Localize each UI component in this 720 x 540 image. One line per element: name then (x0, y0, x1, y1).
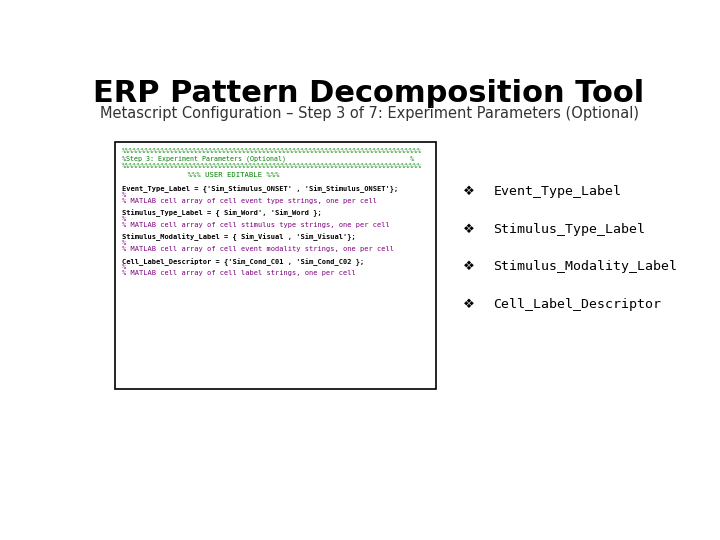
Text: Stimulus_Modality_Label = { Sim_Visual , 'Sim_Visual'};: Stimulus_Modality_Label = { Sim_Visual ,… (122, 234, 356, 241)
Text: % MATLAB cell array of cell event modality strings, one per cell: % MATLAB cell array of cell event modali… (122, 246, 395, 252)
FancyBboxPatch shape (115, 141, 436, 389)
Text: Metascript Configuration – Step 3 of 7: Experiment Parameters (Optional): Metascript Configuration – Step 3 of 7: … (99, 106, 639, 122)
Text: % MATLAB cell array of cell event type strings, one per cell: % MATLAB cell array of cell event type s… (122, 198, 377, 204)
Text: Stimulus_Type_Label: Stimulus_Type_Label (493, 223, 645, 236)
Text: %: % (122, 240, 127, 246)
Text: %: % (122, 216, 127, 222)
Text: %: % (122, 264, 127, 270)
Text: %%%%%%%%%%%%%%%%%%%%%%%%%%%%%%%%%%%%%%%%%%%%%%%%%%%%%%%%%%%%%%%%%%%%%%%%%%%: %%%%%%%%%%%%%%%%%%%%%%%%%%%%%%%%%%%%%%%%… (122, 163, 423, 169)
Text: Event_Type_Label: Event_Type_Label (493, 185, 621, 198)
Text: Cell_Label_Descriptor: Cell_Label_Descriptor (493, 298, 662, 310)
Text: % MATLAB cell array of cell stimulus type strings, one per cell: % MATLAB cell array of cell stimulus typ… (122, 222, 390, 228)
Text: % MATLAB cell array of cell label strings, one per cell: % MATLAB cell array of cell label string… (122, 270, 356, 276)
Text: %Step 3: Experiment Parameters (Optional)                               %: %Step 3: Experiment Parameters (Optional… (122, 156, 415, 162)
Text: Stimulus_Type_Label = { Sim_Word', 'Sim_Word };: Stimulus_Type_Label = { Sim_Word', 'Sim_… (122, 210, 322, 217)
Text: Cell_Label_Descriptor = {'Sim_Cond_C01 , 'Sim_Cond_C02 };: Cell_Label_Descriptor = {'Sim_Cond_C01 ,… (122, 258, 364, 266)
Text: Event_Type_Label = {'Sim_Stimulus_ONSET' , 'Sim_Stimulus_ONSET'};: Event_Type_Label = {'Sim_Stimulus_ONSET'… (122, 185, 399, 193)
Text: ❖: ❖ (463, 260, 474, 273)
Text: ❖: ❖ (463, 298, 474, 310)
Text: Stimulus_Modality_Label: Stimulus_Modality_Label (493, 260, 678, 273)
Text: ❖: ❖ (463, 223, 474, 236)
Text: ERP Pattern Decomposition Tool: ERP Pattern Decomposition Tool (94, 79, 644, 109)
Text: ❖: ❖ (463, 185, 474, 198)
Text: %%%%%%%%%%%%%%%%%%%%%%%%%%%%%%%%%%%%%%%%%%%%%%%%%%%%%%%%%%%%%%%%%%%%%%%%%%%: %%%%%%%%%%%%%%%%%%%%%%%%%%%%%%%%%%%%%%%%… (122, 148, 423, 154)
Text: %: % (122, 192, 127, 198)
Text: %%% USER EDITABLE %%%: %%% USER EDITABLE %%% (122, 172, 280, 178)
